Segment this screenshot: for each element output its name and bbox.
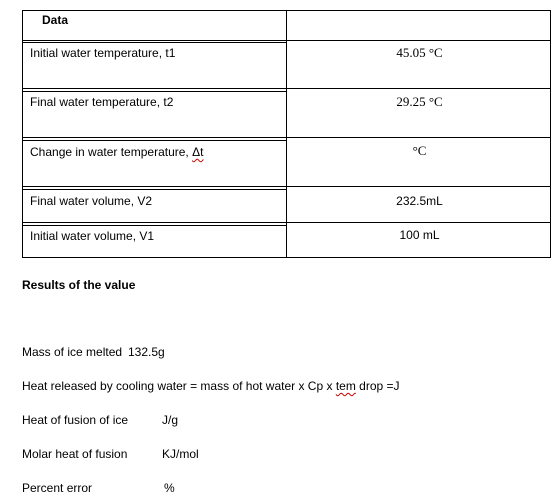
table-column-divider (286, 10, 287, 258)
row-value-final-volume: 232.5mL (396, 194, 443, 208)
heat-fusion-label: Heat of fusion of ice (22, 413, 129, 427)
molar-heat-label: Molar heat of fusion (22, 447, 128, 461)
row-label-temp-change-text: Change in water temperature, (30, 145, 193, 159)
table-border-left (22, 10, 23, 258)
table-row-divider (22, 140, 287, 141)
heat-released-suffix: drop =J (355, 379, 400, 393)
table-border-right (550, 10, 551, 258)
heat-released-tem: tem (335, 379, 356, 393)
table-header: Data (42, 13, 69, 27)
row-label-initial-volume: Initial water volume, V1 (30, 229, 155, 243)
mass-ice-value: 132.5g (128, 345, 165, 359)
results-heading: Results of the value (22, 278, 136, 292)
row-label-final-volume: Final water volume, V2 (30, 194, 153, 208)
data-table: Data Initial water temperature, t1 45.05… (22, 10, 551, 258)
row-value-final-temp: 29.25 °C (396, 94, 443, 109)
table-row-divider (22, 189, 287, 190)
table-row-divider (22, 225, 287, 226)
percent-error-label: Percent error (22, 481, 93, 495)
row-label-temp-change: Change in water temperature, Δt (30, 145, 203, 159)
row-value-temp-change: °C (412, 143, 427, 158)
heat-released-text: Heat released by cooling water = mass of… (22, 379, 336, 393)
table-row-divider (22, 222, 551, 223)
table-border-bottom (22, 257, 551, 258)
table-row-divider (22, 186, 551, 187)
table-row-divider (22, 137, 551, 138)
table-row-divider (22, 88, 551, 89)
row-value-initial-volume: 100 mL (399, 228, 440, 242)
heat-released-line: Heat released by cooling water = mass of… (22, 379, 400, 393)
percent-error-unit: % (164, 481, 175, 495)
table-border-top (22, 10, 551, 11)
table-row-divider (22, 40, 551, 41)
heat-fusion-unit: J/g (162, 413, 179, 427)
table-row-divider (22, 91, 287, 92)
row-value-initial-temp: 45.05 °C (396, 45, 443, 60)
mass-ice-label: Mass of ice melted (22, 345, 123, 359)
delta-t-symbol: Δt (192, 145, 204, 159)
table-row-divider (22, 42, 287, 43)
molar-heat-unit: KJ/mol (162, 447, 199, 461)
row-label-initial-temp: Initial water temperature, t1 (30, 46, 176, 60)
row-label-final-temp: Final water temperature, t2 (30, 95, 174, 109)
